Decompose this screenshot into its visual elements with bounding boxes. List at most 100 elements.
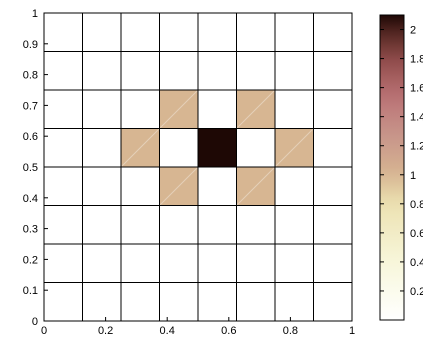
- heatmap-cell: [198, 13, 237, 52]
- x-tick-label: 1: [349, 325, 355, 337]
- heatmap-cell: [44, 51, 83, 90]
- heatmap-cell: [198, 282, 237, 321]
- x-tick-label: 0: [41, 325, 47, 337]
- heatmap-cell: [313, 128, 352, 167]
- colorbar-tick-label: 0.2: [410, 286, 423, 298]
- heatmap-cell: [121, 167, 160, 206]
- x-tick-label: 0.6: [221, 325, 236, 337]
- heatmap-cell: [198, 90, 237, 129]
- heatmap-cell: [159, 244, 198, 283]
- heatmap-cell: [82, 282, 121, 321]
- heatmap-cell: [313, 244, 352, 283]
- y-tick-label: 1: [32, 8, 38, 20]
- heatmap-cell: [82, 90, 121, 129]
- y-tick-label: 0.7: [23, 100, 38, 112]
- heatmap-cell: [121, 244, 160, 283]
- heatmap-cell: [236, 13, 275, 52]
- heatmap-cell: [275, 282, 314, 321]
- cell-diagonal: [236, 89, 276, 129]
- heatmap-cell: [236, 282, 275, 321]
- y-tick-label: 0.2: [23, 254, 38, 266]
- colorbar-tick-label: 1: [410, 170, 416, 182]
- heatmap-cell: [236, 128, 275, 167]
- y-tick-label: 0.5: [23, 162, 38, 174]
- heatmap-cell: [236, 51, 275, 90]
- heatmap-cell: [44, 244, 83, 283]
- y-tick-label: 0.6: [23, 131, 38, 143]
- heatmap-cell: [198, 205, 237, 244]
- heatmap-cell: [82, 167, 121, 206]
- heatmap-cell: [159, 167, 198, 206]
- y-tick-label: 0.9: [23, 39, 38, 51]
- heatmap-cell: [313, 167, 352, 206]
- heatmap-cell: [121, 282, 160, 321]
- colorbar-tick-label: 1.4: [410, 112, 423, 124]
- colorbar-tick-label: 1.6: [410, 83, 423, 95]
- heatmap-cell: [44, 205, 83, 244]
- heatmap-cell: [82, 13, 121, 52]
- cell-grid-lines: [44, 13, 352, 321]
- heatmap-cell: [236, 244, 275, 283]
- heatmap-cell: [121, 90, 160, 129]
- y-tick-label: 0: [32, 316, 38, 328]
- heatmap-cell: [121, 51, 160, 90]
- heatmap-cell: [159, 13, 198, 52]
- heatmap-cell: [44, 282, 83, 321]
- x-tick-label: 0.4: [160, 325, 175, 337]
- x-tick-label: 0.8: [283, 325, 298, 337]
- heatmap-cells: [44, 13, 352, 321]
- y-axis: 0 0.1 0.2 0.3 0.4 0.5 0.6 0.7 0.8 0.9 1: [23, 8, 48, 328]
- heatmap-cell: [313, 13, 352, 52]
- heatmap-cell: [275, 244, 314, 283]
- heatmap-cell: [275, 51, 314, 90]
- y-tick-label: 0.3: [23, 224, 38, 236]
- cell-diagonal: [236, 166, 276, 206]
- heatmap-cell: [159, 282, 198, 321]
- heatmap-cell: [44, 128, 83, 167]
- heatmap-cell: [82, 51, 121, 90]
- heatmap-cell: [44, 90, 83, 129]
- cell-diagonal: [159, 166, 199, 206]
- colorbar-tick-label: 0.8: [410, 199, 423, 211]
- colorbar-tick-label: 2: [410, 25, 416, 37]
- colorbar-tick-label: 0.6: [410, 228, 423, 240]
- colorbar-tick-label: 0.4: [410, 257, 423, 269]
- colorbar: 0.2 0.4 0.6 0.8 1 1.2 1.4 1.6 1.8 2: [379, 14, 423, 321]
- cell-diagonal: [120, 128, 160, 168]
- heatmap-cell: [236, 205, 275, 244]
- heatmap-cell: [275, 205, 314, 244]
- heatmap-cell: [44, 167, 83, 206]
- heatmap-cell: [82, 205, 121, 244]
- colorbar-gradient: [379, 14, 405, 321]
- heatmap-cell: [313, 90, 352, 129]
- heatmap-cell: [313, 51, 352, 90]
- heatmap-cell: [236, 167, 275, 206]
- heatmap-cell: [159, 90, 198, 129]
- heatmap-cell: [159, 128, 198, 167]
- heatmap-cell: [82, 128, 121, 167]
- x-axis: 0 0.2 0.4 0.6 0.8 1: [41, 317, 355, 337]
- heatmap-cell: [198, 244, 237, 283]
- heatmap-cell: [44, 13, 83, 52]
- x-tick-label: 0.2: [98, 325, 113, 337]
- y-tick-label: 0.4: [23, 193, 38, 205]
- cell-diagonal: [274, 128, 314, 168]
- heatmap-cell: [236, 90, 275, 129]
- heatmap-cell: [121, 128, 160, 167]
- heatmap-cell: [313, 205, 352, 244]
- heatmap-cell: [159, 205, 198, 244]
- heatmap-cell: [159, 51, 198, 90]
- heatmap-cell: [275, 13, 314, 52]
- heatmap-cell: [275, 128, 314, 167]
- colorbar-tick-label: 1.2: [410, 141, 423, 153]
- heatmap-cell: [121, 205, 160, 244]
- heatmap-cell: [275, 90, 314, 129]
- heatmap-cell: [313, 282, 352, 321]
- heatmap-cell: [198, 51, 237, 90]
- heatmap-cell: [82, 244, 121, 283]
- y-tick-label: 0.1: [23, 285, 38, 297]
- heatmap-cell: [121, 13, 160, 52]
- heatmap-cell: [198, 128, 237, 167]
- y-tick-label: 0.8: [23, 70, 38, 82]
